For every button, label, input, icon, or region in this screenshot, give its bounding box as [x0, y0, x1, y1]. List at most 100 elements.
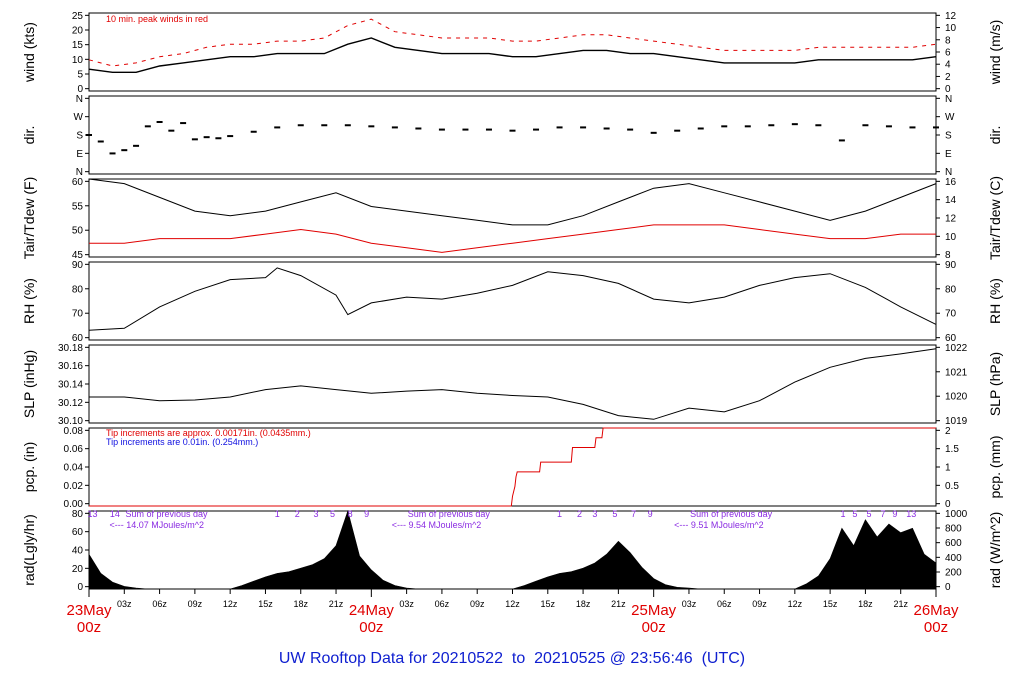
dir-ytick-left-label: N [76, 94, 83, 105]
wind-series-line [88, 37, 937, 73]
rh-ytick-left-label: 70 [72, 309, 84, 320]
dir-ytick-right-label: N [945, 167, 952, 178]
uv-mark: 1 [275, 509, 280, 519]
pcp-ylabel-left: pcp. (in) [21, 442, 37, 493]
dir-point [485, 128, 492, 131]
pcp-note-red: Tip increments are approx. 0.00171in. (0… [106, 428, 311, 438]
pcp-ytick-right-label: 0 [945, 499, 951, 510]
rad-frame [88, 510, 937, 590]
uv-mark: 9 [892, 509, 897, 519]
date-label-day: 26May [913, 602, 959, 619]
hour-label: 18z [576, 599, 591, 609]
dir-point [168, 129, 175, 132]
dir-point [191, 138, 198, 141]
wind-ytick-left-label: 15 [72, 40, 84, 51]
dir-point [86, 134, 92, 136]
date-label-day: 23May [66, 602, 112, 619]
slp-ytick-right-label: 1021 [945, 367, 968, 378]
wind-ytick-left-label: 10 [72, 55, 84, 66]
temp-ytick-right-label: 10 [945, 232, 957, 243]
date-label-hour: 00z [642, 619, 666, 636]
dir-point [368, 125, 375, 128]
hour-label: 06z [435, 599, 450, 609]
pcp-ytick-left-label: 0.00 [64, 499, 84, 510]
pcp-series-line [89, 427, 936, 507]
pcp-ytick-right-label: 1 [945, 463, 951, 474]
rad-sum-value: <--- 14.07 MJoules/m^2 [109, 520, 204, 530]
date-label-hour: 00z [359, 619, 383, 636]
rad-ytick-right-label: 0 [945, 582, 951, 593]
wind-frame [88, 12, 937, 92]
dir-point [274, 126, 281, 129]
hour-label: 15z [823, 599, 838, 609]
hour-label: 15z [541, 599, 556, 609]
uv-mark: 8 [348, 509, 353, 519]
slp-ytick-right-label: 1020 [945, 392, 968, 403]
dir-point [391, 126, 398, 129]
dir-ytick-right-label: N [945, 94, 952, 105]
dir-point [509, 129, 516, 132]
dir-point [627, 128, 634, 131]
dir-point [933, 126, 939, 129]
slp-ytick-left-label: 30.10 [58, 416, 83, 427]
temp-ytick-left-label: 45 [72, 250, 84, 261]
rh-ytick-right-label: 60 [945, 333, 957, 344]
date-label-day: 24May [349, 602, 395, 619]
dir-point [650, 131, 657, 134]
hour-label: 15z [258, 599, 273, 609]
dir-point [815, 124, 822, 127]
rad-sum-label: Sum of previous day [408, 509, 491, 519]
temp-frame [88, 178, 937, 258]
wind-ytick-right-label: 0 [945, 84, 951, 95]
pcp-ytick-left-label: 0.08 [64, 426, 84, 437]
dir-point [109, 152, 116, 155]
wind-ytick-right-label: 10 [945, 23, 957, 34]
dir-ylabel-right: dir. [987, 126, 1003, 145]
rad-ylabel-right: rad (W/m^2) [987, 512, 1003, 589]
rh-ytick-left-label: 90 [72, 260, 84, 271]
temp-ytick-right-label: 12 [945, 214, 957, 225]
rad-ytick-left-label: 60 [72, 527, 84, 538]
dir-point [697, 127, 704, 130]
temp-series-line [88, 178, 937, 226]
hour-label: 09z [470, 599, 485, 609]
dir-point [885, 125, 892, 128]
dir-ytick-right-label: W [945, 112, 955, 123]
wind-ytick-right-label: 6 [945, 48, 951, 59]
dir-point [415, 127, 422, 130]
rad-series-area [88, 509, 937, 590]
time-axis: 03z 06z 09z 12z 15z 18z 21z 03z 06z 09z 12z 15z 18z 2… [66, 589, 959, 636]
uv-mark: 7 [881, 509, 886, 519]
rad-sum-value: <--- 9.51 MJoules/m^2 [674, 520, 764, 530]
wind-ytick-right-label: 8 [945, 35, 951, 46]
uv-mark: 5 [330, 509, 335, 519]
rh-ytick-left-label: 60 [72, 333, 84, 344]
rh-ylabel-right: RH (%) [987, 278, 1003, 324]
hour-label: 03z [399, 599, 414, 609]
wind-series-line [88, 18, 937, 67]
dir-point [533, 128, 540, 131]
dir-ytick-right-label: S [945, 131, 952, 142]
wind-ytick-right-label: 4 [945, 60, 951, 71]
dir-point [121, 149, 128, 152]
slp-panel: 30.10 30.12 30.14 30.16 30.18 1019 1020 1021 102… [21, 343, 1003, 427]
uv-mark: 3 [314, 509, 319, 519]
rad-sum-label: Sum of previous day [125, 509, 208, 519]
dir-point [250, 130, 257, 133]
uv-mark: 9 [364, 509, 369, 519]
dir-point [344, 124, 351, 127]
uv-mark: 13 [88, 509, 98, 519]
slp-ytick-left-label: 30.16 [58, 361, 83, 372]
uv-mark: 13 [906, 509, 916, 519]
uv-mark: 3 [592, 509, 597, 519]
pcp-ytick-right-label: 1.5 [945, 444, 959, 455]
slp-ytick-left-label: 30.14 [58, 380, 83, 391]
hour-label: 06z [717, 599, 732, 609]
dir-point [721, 125, 728, 128]
hour-label: 09z [752, 599, 767, 609]
uv-mark: 2 [295, 509, 300, 519]
rh-ytick-right-label: 90 [945, 260, 957, 271]
wind-ytick-left-label: 25 [72, 11, 84, 22]
dir-point [744, 125, 751, 128]
